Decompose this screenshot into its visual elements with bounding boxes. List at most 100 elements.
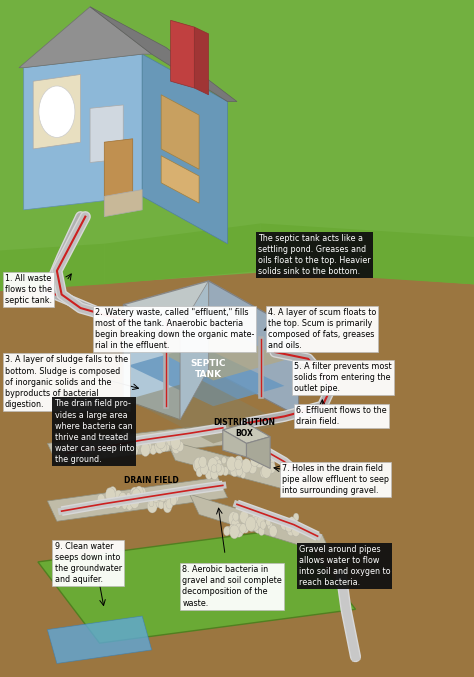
Circle shape xyxy=(250,454,259,466)
Circle shape xyxy=(280,517,289,530)
Circle shape xyxy=(122,432,129,442)
Circle shape xyxy=(163,501,172,512)
Polygon shape xyxy=(209,281,299,416)
Circle shape xyxy=(150,445,156,455)
Circle shape xyxy=(234,456,243,467)
Polygon shape xyxy=(90,7,237,102)
Circle shape xyxy=(151,495,156,502)
Circle shape xyxy=(292,524,301,537)
Circle shape xyxy=(242,515,248,523)
Circle shape xyxy=(158,501,164,509)
Circle shape xyxy=(114,498,121,508)
Circle shape xyxy=(126,439,132,447)
Circle shape xyxy=(125,435,131,443)
Polygon shape xyxy=(104,190,142,217)
Circle shape xyxy=(160,493,166,502)
Text: 2. Watery waste, called "effluent," fills
most of the tank. Anaerobic bacteria
b: 2. Watery waste, called "effluent," fill… xyxy=(95,308,254,350)
Text: The drain field pro-
vides a large area
where bacteria can
thrive and treated
wa: The drain field pro- vides a large area … xyxy=(55,399,134,464)
Circle shape xyxy=(122,435,129,445)
Polygon shape xyxy=(47,423,237,464)
Polygon shape xyxy=(161,156,199,203)
Polygon shape xyxy=(0,244,104,291)
Polygon shape xyxy=(223,430,246,457)
Polygon shape xyxy=(19,7,152,68)
Text: 3. A layer of sludge falls to the
bottom. Sludge is composed
of inorganic solids: 3. A layer of sludge falls to the bottom… xyxy=(5,355,128,409)
Circle shape xyxy=(164,489,174,504)
Circle shape xyxy=(210,468,219,479)
Circle shape xyxy=(171,435,181,450)
Circle shape xyxy=(156,500,161,507)
Circle shape xyxy=(117,437,125,449)
Circle shape xyxy=(286,525,291,531)
Circle shape xyxy=(122,502,127,509)
Circle shape xyxy=(105,434,112,445)
Polygon shape xyxy=(261,223,474,284)
Text: 8. Aerobic bacteria in
gravel and soil complete
decomposition of the
waste.: 8. Aerobic bacteria in gravel and soil c… xyxy=(182,565,282,607)
Circle shape xyxy=(39,86,75,137)
Polygon shape xyxy=(90,105,123,162)
Circle shape xyxy=(231,519,239,529)
Circle shape xyxy=(266,519,271,526)
Circle shape xyxy=(130,487,139,500)
Circle shape xyxy=(107,436,112,443)
Text: 7. Holes in the drain field
pipe allow effluent to seep
into surrounding gravel.: 7. Holes in the drain field pipe allow e… xyxy=(282,464,389,495)
Circle shape xyxy=(240,471,246,478)
Polygon shape xyxy=(24,54,142,210)
Polygon shape xyxy=(166,440,303,494)
Circle shape xyxy=(224,527,230,536)
Circle shape xyxy=(128,437,139,452)
Circle shape xyxy=(230,464,239,477)
Polygon shape xyxy=(161,95,199,169)
Circle shape xyxy=(114,495,119,502)
Polygon shape xyxy=(180,281,209,420)
Circle shape xyxy=(149,500,154,507)
Polygon shape xyxy=(123,281,299,355)
Text: 9. Clean water
seeps down into
the groundwater
and aquifer.: 9. Clean water seeps down into the groun… xyxy=(55,542,122,584)
Circle shape xyxy=(285,521,292,532)
Circle shape xyxy=(164,443,170,451)
Circle shape xyxy=(266,461,275,474)
Circle shape xyxy=(264,454,270,464)
Circle shape xyxy=(108,499,115,508)
Circle shape xyxy=(288,517,296,528)
Polygon shape xyxy=(128,315,284,380)
Circle shape xyxy=(110,443,119,457)
Circle shape xyxy=(217,464,224,476)
Circle shape xyxy=(211,464,217,473)
Text: DRAIN FIELD: DRAIN FIELD xyxy=(124,476,179,485)
Text: 5. A filter prevents most
solids from entering the
outlet pipe.: 5. A filter prevents most solids from en… xyxy=(294,362,392,393)
Circle shape xyxy=(109,487,117,498)
Circle shape xyxy=(170,435,179,447)
Polygon shape xyxy=(38,528,356,643)
Circle shape xyxy=(109,437,119,452)
Circle shape xyxy=(155,439,164,454)
Circle shape xyxy=(104,444,112,455)
Circle shape xyxy=(205,469,212,479)
Polygon shape xyxy=(0,0,474,257)
Circle shape xyxy=(97,494,105,505)
Circle shape xyxy=(106,488,112,496)
Circle shape xyxy=(229,524,235,532)
Circle shape xyxy=(254,523,262,533)
Circle shape xyxy=(121,429,130,443)
Circle shape xyxy=(170,491,179,503)
Circle shape xyxy=(141,443,150,456)
Polygon shape xyxy=(47,616,152,663)
Circle shape xyxy=(213,456,220,466)
Circle shape xyxy=(170,496,177,505)
Circle shape xyxy=(196,468,202,477)
Circle shape xyxy=(225,526,231,535)
Circle shape xyxy=(172,441,181,454)
Text: SEPTIC
TANK: SEPTIC TANK xyxy=(191,359,226,378)
Polygon shape xyxy=(190,494,332,555)
Polygon shape xyxy=(104,223,261,284)
Circle shape xyxy=(233,512,239,521)
Circle shape xyxy=(155,492,162,500)
Circle shape xyxy=(200,463,209,475)
Circle shape xyxy=(208,458,218,472)
Circle shape xyxy=(111,494,119,505)
Circle shape xyxy=(268,462,275,473)
Polygon shape xyxy=(33,74,81,149)
Circle shape xyxy=(229,525,239,539)
Circle shape xyxy=(153,494,159,503)
